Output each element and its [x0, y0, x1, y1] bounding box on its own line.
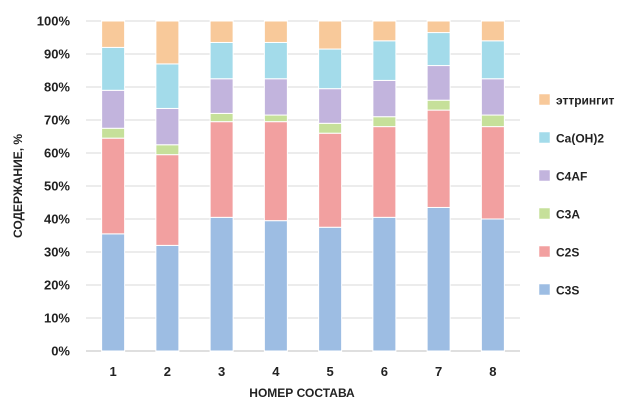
y-tick-label: 70% — [44, 113, 70, 128]
bar-segment — [263, 121, 288, 222]
y-tick-label: 60% — [44, 146, 70, 161]
bar-segment — [101, 137, 126, 235]
y-tick-label: 20% — [44, 278, 70, 293]
x-axis-title: НОМЕР СОСТАВА — [249, 386, 355, 400]
bar-segment — [209, 112, 234, 123]
bar-segment — [209, 78, 234, 114]
bar-segment — [209, 121, 234, 218]
x-tick-label: 8 — [489, 364, 496, 379]
legend-swatch — [538, 93, 551, 106]
bar-segment — [263, 220, 288, 352]
bar-segment — [155, 63, 180, 109]
legend-label: Ca(OH)2 — [556, 132, 604, 146]
y-tick-label: 50% — [44, 179, 70, 194]
bar-segment — [155, 244, 180, 352]
legend-swatch — [538, 283, 551, 296]
bar-segment — [372, 126, 397, 218]
y-tick-label: 80% — [44, 80, 70, 95]
legend-label: C3A — [556, 208, 580, 222]
bar-segment — [426, 109, 451, 208]
legend: эттрингит Ca(OH)2 C4AF C3A C2S C3S — [538, 93, 615, 298]
legend-swatch — [538, 245, 551, 258]
y-tick-label: 100% — [37, 14, 71, 29]
bar-segment — [426, 99, 451, 111]
bar-segment — [426, 32, 451, 67]
x-tick-label: 2 — [164, 364, 171, 379]
bar-segment — [318, 48, 343, 90]
bar-segment — [372, 216, 397, 352]
legend-swatch — [538, 207, 551, 220]
bar-segment — [155, 20, 180, 65]
bar-segment — [263, 114, 288, 123]
legend-swatch — [538, 131, 551, 144]
bar-segment — [155, 107, 180, 146]
bar-segment — [372, 79, 397, 118]
bar-segment — [101, 46, 126, 91]
y-tick-label: 10% — [44, 311, 70, 326]
bar-segment — [263, 41, 288, 80]
legend-label: C2S — [556, 246, 579, 260]
bar-segment — [480, 78, 505, 116]
x-tick-label: 4 — [272, 364, 280, 379]
gridlines — [86, 20, 520, 352]
legend-label: эттрингит — [556, 94, 615, 108]
y-axis-title: СОДЕРЖАНИЕ, % — [11, 134, 25, 238]
bar-segment — [372, 20, 397, 42]
bar-segment — [101, 89, 126, 129]
y-tick-label: 90% — [44, 47, 70, 62]
bar-segment — [209, 216, 234, 352]
bar-segment — [318, 226, 343, 352]
x-tick-label: 6 — [381, 364, 388, 379]
bar-segment — [263, 20, 288, 43]
bar-segment — [101, 233, 126, 352]
bar-segment — [426, 65, 451, 101]
bar-segment — [372, 116, 397, 128]
x-axis-tick-labels: 1 2 3 4 5 6 7 8 — [110, 364, 497, 379]
legend-swatch — [538, 169, 551, 182]
legend-label: C3S — [556, 284, 579, 298]
bar-segment — [263, 78, 288, 116]
y-tick-label: 0% — [51, 344, 70, 359]
bar-segment — [480, 126, 505, 220]
y-tick-label: 40% — [44, 212, 70, 227]
bar-segment — [426, 20, 451, 34]
bar-segment — [372, 40, 397, 81]
y-tick-label: 30% — [44, 245, 70, 260]
bar-segment — [480, 114, 505, 128]
x-tick-label: 5 — [327, 364, 334, 379]
x-tick-label: 3 — [218, 364, 225, 379]
y-axis-tick-labels: 0% 10% 20% 30% 40% 50% 60% 70% 80% 90% 100% — [37, 14, 71, 359]
bar-segment — [318, 132, 343, 228]
bar-segment — [155, 154, 180, 246]
bar-segment — [318, 122, 343, 134]
bar-segment — [209, 41, 234, 80]
bar-segment — [480, 40, 505, 80]
bar-segment — [426, 206, 451, 352]
x-tick-label: 7 — [435, 364, 442, 379]
bar-segment — [155, 144, 180, 156]
bar-segment — [318, 88, 343, 124]
bar-segment — [480, 218, 505, 352]
bar-segment — [209, 20, 234, 43]
bar-segment — [480, 20, 505, 42]
bar-segment — [101, 127, 126, 139]
x-tick-label: 1 — [110, 364, 117, 379]
bars — [101, 20, 505, 352]
bar-segment — [101, 20, 126, 48]
bar-segment — [318, 20, 343, 50]
legend-label: C4AF — [556, 170, 587, 184]
